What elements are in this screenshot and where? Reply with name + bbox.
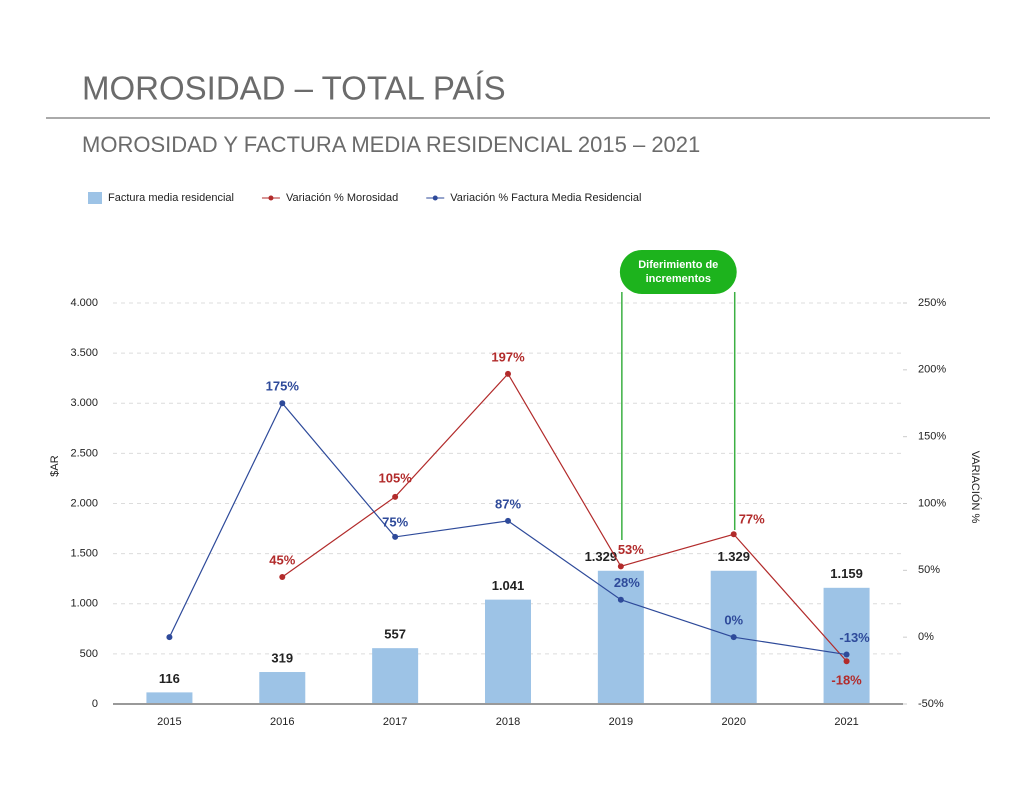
- x-tick-label: 2015: [157, 716, 181, 728]
- line-label: -13%: [839, 630, 870, 645]
- line-label: 45%: [269, 552, 295, 567]
- y2-tick-label: 150%: [918, 431, 946, 443]
- bar-label: 1.041: [492, 578, 525, 593]
- x-tick-label: 2021: [834, 716, 858, 728]
- line-point: [617, 596, 624, 603]
- x-tick-label: 2018: [496, 716, 520, 728]
- bar-label: 116: [159, 671, 180, 686]
- legend-swatch: [88, 192, 102, 204]
- y-tick-label: 3.500: [70, 347, 98, 359]
- line-point: [166, 634, 173, 641]
- bar-label: 1.159: [830, 566, 863, 581]
- line-label: 175%: [266, 379, 300, 394]
- line-label: 77%: [739, 512, 765, 527]
- legend-label: Factura media residencial: [108, 192, 234, 204]
- y-axis-label: $AR: [49, 455, 61, 476]
- bar-label: 1.329: [585, 549, 618, 564]
- line-point: [392, 493, 399, 500]
- bar: [259, 672, 306, 704]
- bar-label: 1.329: [717, 549, 750, 564]
- line-label: 197%: [491, 349, 525, 364]
- y2-tick-label: 250%: [918, 297, 946, 309]
- annotation-box: [619, 250, 737, 294]
- page-header: MOROSIDAD – TOTAL PAÍS: [82, 70, 506, 107]
- y2-tick-label: 100%: [918, 497, 946, 509]
- y-tick-label: 3.000: [70, 397, 98, 409]
- bar: [823, 587, 870, 704]
- annotation-text: Diferimiento de incrementos: [638, 259, 718, 285]
- y-tick-label: 1.000: [70, 598, 98, 610]
- chart-title: MOROSIDAD Y FACTURA MEDIA RESIDENCIAL 20…: [82, 132, 700, 157]
- line-label: 53%: [618, 542, 644, 557]
- line: [281, 372, 848, 662]
- line-point: [279, 574, 286, 581]
- line-point: [392, 533, 399, 540]
- y2-axis-label: VARIACIÓN %: [969, 451, 982, 524]
- bar: [597, 570, 644, 704]
- y2-tick-label: 50%: [918, 564, 940, 576]
- line-label: 28%: [614, 575, 640, 590]
- line-point: [730, 531, 737, 538]
- x-tick-label: 2016: [270, 716, 294, 728]
- y-tick-label: 2.000: [70, 497, 98, 509]
- y2-tick-label: 0%: [918, 631, 934, 643]
- y-tick-label: 4.000: [70, 297, 98, 309]
- legend-label: Variación % Morosidad: [286, 192, 398, 204]
- y-tick-label: 0: [92, 698, 98, 710]
- line-label: 87%: [495, 496, 521, 511]
- y-tick-label: 500: [80, 648, 98, 660]
- line-point: [505, 517, 511, 524]
- legend-label: Variación % Factura Media Residencial: [450, 192, 641, 204]
- y2-tick-label: -50%: [918, 698, 944, 710]
- x-tick-label: 2020: [721, 716, 745, 728]
- legend-swatch: [268, 195, 274, 201]
- line-point: [505, 370, 511, 377]
- bar-label: 319: [271, 650, 293, 665]
- line-point: [843, 651, 850, 658]
- line-label: -18%: [831, 673, 862, 688]
- x-tick-label: 2017: [383, 716, 407, 728]
- bar-label: 557: [384, 627, 406, 642]
- line-label: 75%: [382, 514, 408, 529]
- line-point: [843, 658, 850, 665]
- y-tick-label: 1.500: [70, 548, 98, 560]
- line-label: 105%: [379, 470, 413, 485]
- bar: [146, 692, 193, 704]
- y-tick-label: 2.500: [70, 447, 98, 459]
- line-label: 0%: [724, 613, 743, 628]
- legend-swatch: [432, 195, 438, 201]
- x-tick-label: 2019: [609, 716, 633, 728]
- y2-tick-label: 200%: [918, 364, 946, 376]
- bar: [485, 599, 531, 704]
- line-point: [730, 634, 737, 641]
- line-point: [617, 563, 624, 570]
- bar: [372, 648, 419, 704]
- line-point: [279, 400, 286, 407]
